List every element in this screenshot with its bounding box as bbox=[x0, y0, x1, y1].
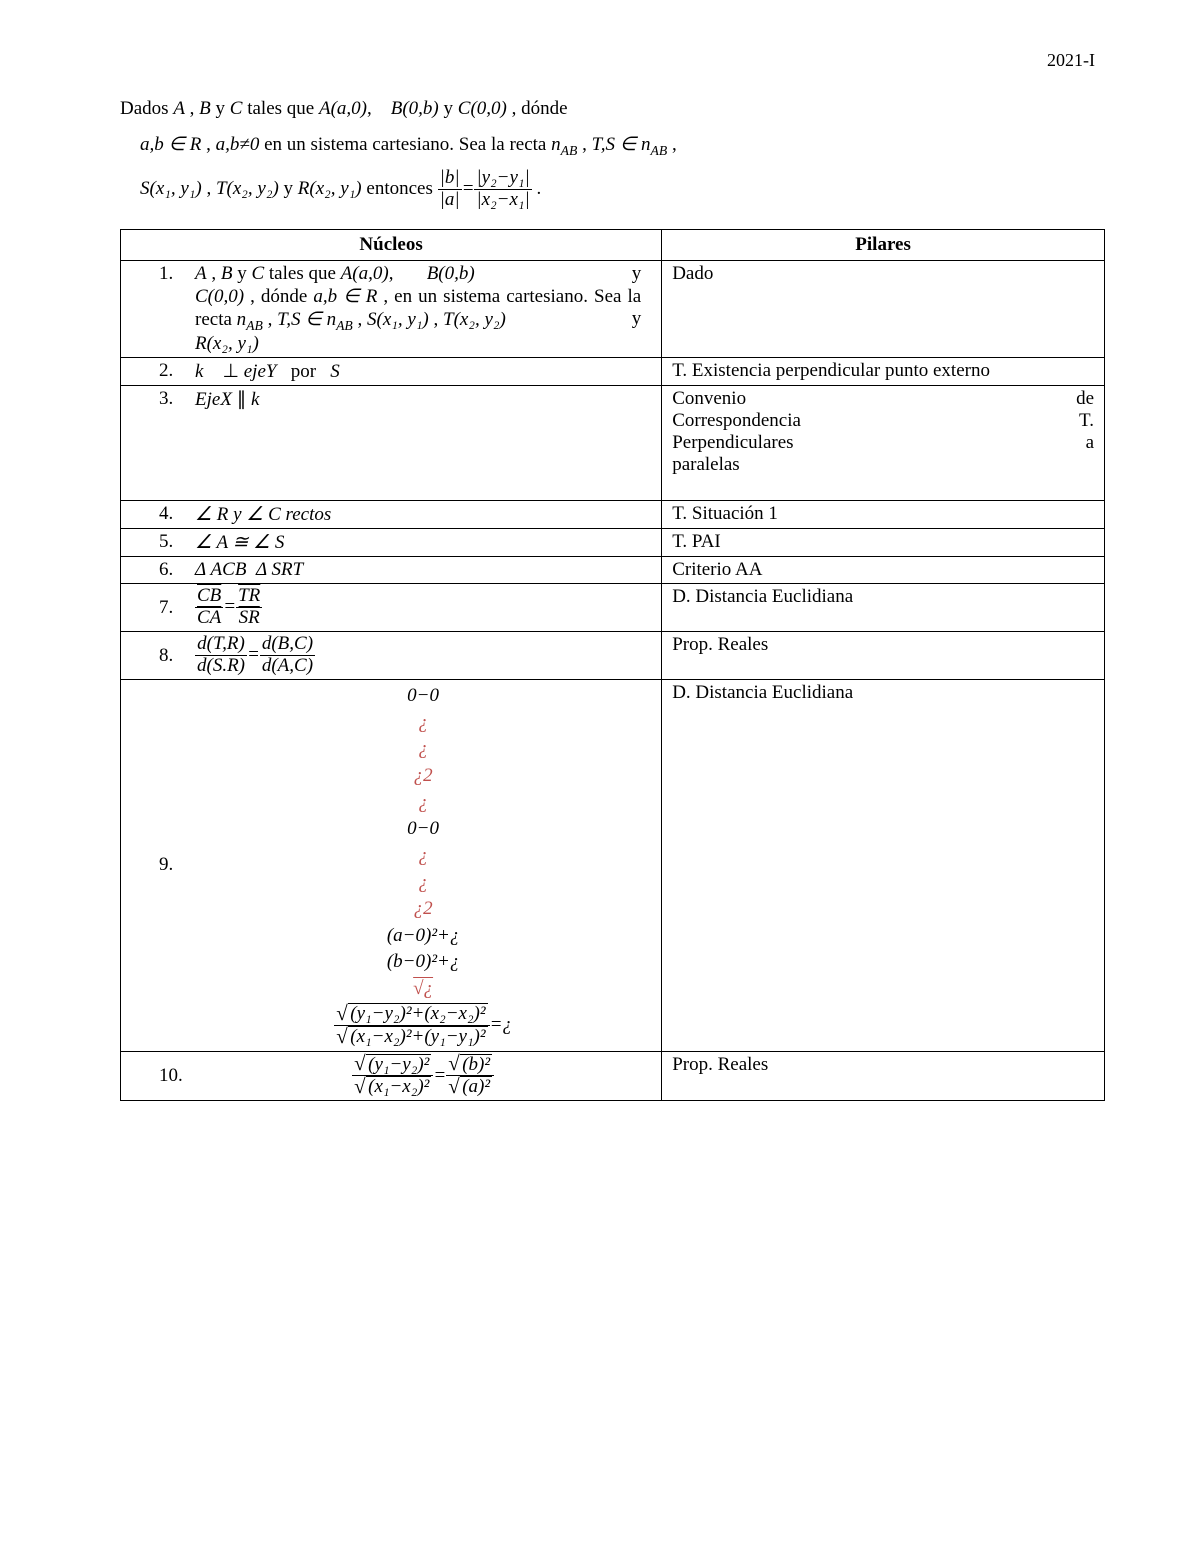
step-number: 6. bbox=[159, 559, 195, 581]
step-number: 1. bbox=[159, 263, 195, 285]
step-body: (y₁−y₂)² (x₁−x₂)² = (b)² (a)² bbox=[195, 1054, 651, 1099]
eq: = bbox=[462, 178, 475, 199]
sym-abinR: a,b ∈ R bbox=[140, 134, 201, 155]
pilar-cell: Dado bbox=[662, 260, 1105, 358]
step-number: 10. bbox=[159, 1065, 195, 1087]
pilar-cell: Conveniode CorrespondenciaT. Perpendicul… bbox=[662, 386, 1105, 501]
step-number: 4. bbox=[159, 503, 195, 525]
txt: , bbox=[672, 134, 677, 155]
table-header-row: Núcleos Pilares bbox=[121, 229, 1105, 260]
txt: , bbox=[206, 178, 216, 199]
sym-C: C bbox=[230, 98, 243, 119]
step-body: A , B y C tales que A(a,0), B(0,b) y C(0… bbox=[195, 263, 651, 356]
step-number: 8. bbox=[159, 645, 195, 667]
table-row: 10. (y₁−y₂)² (x₁−x₂)² = (b)² (a)² Prop. … bbox=[121, 1051, 1105, 1101]
pilar-cell: T. Existencia perpendicular punto extern… bbox=[662, 358, 1105, 386]
sym-C00: C(0,0) bbox=[458, 98, 507, 119]
sym-B: B bbox=[199, 98, 211, 119]
proof-table: Núcleos Pilares 1. A , B y C tales que A… bbox=[120, 229, 1105, 1102]
step-number: 5. bbox=[159, 531, 195, 553]
pilar-cell: Prop. Reales bbox=[662, 632, 1105, 680]
txt: , bbox=[206, 134, 216, 155]
table-row: 5. ∠ A ≅ ∠ S T. PAI bbox=[121, 529, 1105, 557]
txt: , dónde bbox=[512, 98, 568, 119]
step-body: d(T,R)d(S.R)=d(B,C)d(A,C) bbox=[195, 634, 651, 677]
table-row: 1. A , B y C tales que A(a,0), B(0,b) y … bbox=[121, 260, 1105, 358]
txt: y bbox=[444, 98, 458, 119]
step-number: 3. bbox=[159, 388, 195, 410]
sym-abneq0: a,b≠0 bbox=[216, 134, 260, 155]
pilar-cell: D. Distancia Euclidiana bbox=[662, 680, 1105, 1051]
header-pilares: Pilares bbox=[662, 229, 1105, 260]
sym-Aa0: A(a,0) bbox=[319, 98, 367, 119]
sym-Rxy: R(x₂, y₁) bbox=[298, 178, 362, 199]
table-row: 6. Δ ACB Δ SRT Criterio AA bbox=[121, 557, 1105, 584]
sym-B0b: B(0,b) bbox=[391, 98, 439, 119]
step-body: CBCA=TRSR bbox=[195, 586, 651, 629]
txt: Dados bbox=[120, 98, 173, 119]
txt: . bbox=[537, 178, 542, 199]
pilar-cell: Prop. Reales bbox=[662, 1051, 1105, 1101]
txt: tales que bbox=[247, 98, 319, 119]
sym-A: A bbox=[173, 98, 185, 119]
txt: y bbox=[284, 178, 298, 199]
pilar-cell: D. Distancia Euclidiana bbox=[662, 584, 1105, 632]
pilar-cell: Criterio AA bbox=[662, 557, 1105, 584]
page-number: 2021-I bbox=[120, 50, 1105, 71]
txt: entonces bbox=[366, 178, 437, 199]
step-body: ∠ R y ∠ C rectos bbox=[195, 503, 651, 526]
table-row: 3. EjeX ∥ k Conveniode CorrespondenciaT.… bbox=[121, 386, 1105, 501]
table-row: 7. CBCA=TRSR D. Distancia Euclidiana bbox=[121, 584, 1105, 632]
header-nucleos: Núcleos bbox=[121, 229, 662, 260]
frac-yx: |y₂−y₁| |x₂−x₁| bbox=[474, 168, 531, 211]
sym-Txy: T(x₂, y₂) bbox=[216, 178, 279, 199]
txt: y bbox=[216, 98, 230, 119]
intro-paragraph: Dados A , B y C tales que A(a,0), B(0,b)… bbox=[120, 91, 1105, 211]
frac-ba: |b| |a| bbox=[438, 168, 462, 211]
step-number: 9. bbox=[159, 854, 195, 876]
txt: , bbox=[582, 134, 592, 155]
step-number: 2. bbox=[159, 360, 195, 382]
step-body: k ⊥ ejeY por S bbox=[195, 360, 651, 383]
table-row: 8. d(T,R)d(S.R)=d(B,C)d(A,C) Prop. Reale… bbox=[121, 632, 1105, 680]
pilar-cell: T. Situación 1 bbox=[662, 501, 1105, 529]
sym-TSin: T,S ∈ nAB bbox=[592, 134, 668, 155]
txt: , bbox=[190, 98, 200, 119]
table-row: 4. ∠ R y ∠ C rectos T. Situación 1 bbox=[121, 501, 1105, 529]
step-body: ∠ A ≅ ∠ S bbox=[195, 531, 651, 554]
step-body: Δ ACB Δ SRT bbox=[195, 559, 651, 581]
sym-Sxy: S(x₁, y₁) bbox=[140, 178, 202, 199]
txt: en un sistema cartesiano. Sea la recta bbox=[264, 134, 551, 155]
pilar-cell: T. PAI bbox=[662, 529, 1105, 557]
table-row: 9. 0−0 ¿ ¿ ¿2 ¿ 0−0 ¿ ¿ ¿2 (a−0)²+¿ (b−0… bbox=[121, 680, 1105, 1051]
step-number: 7. bbox=[159, 597, 195, 619]
step-body: 0−0 ¿ ¿ ¿2 ¿ 0−0 ¿ ¿ ¿2 (a−0)²+¿ (b−0)²+… bbox=[195, 682, 651, 1048]
step-body: EjeX ∥ k bbox=[195, 388, 651, 411]
sym-nAB: nAB bbox=[551, 134, 577, 155]
table-row: 2. k ⊥ ejeY por S T. Existencia perpendi… bbox=[121, 358, 1105, 386]
